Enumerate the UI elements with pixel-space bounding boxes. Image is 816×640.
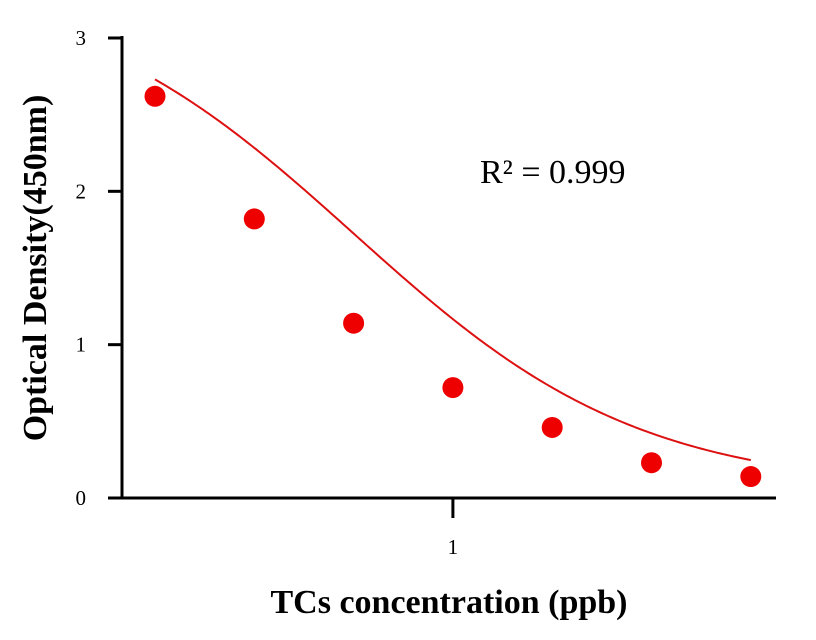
data-point	[541, 416, 563, 438]
data-point	[740, 466, 762, 488]
x-ticks: 1	[448, 498, 459, 559]
data-point	[243, 208, 265, 230]
fit-curve-line	[154, 78, 751, 462]
y-tick-label: 0	[76, 486, 87, 510]
fit-curve-layer	[154, 78, 751, 462]
x-axis-title: TCs concentration (ppb)	[270, 584, 627, 621]
y-tick-label: 3	[76, 26, 87, 50]
axes	[120, 36, 776, 500]
data-points-layer	[144, 85, 762, 488]
data-point	[144, 85, 166, 107]
data-point	[641, 452, 662, 474]
y-tick-label: 1	[76, 333, 87, 357]
x-tick-label: 1	[448, 535, 459, 559]
y-ticks: 0 1 2 3	[76, 26, 122, 510]
r-squared-annotation: R² = 0.999	[480, 154, 626, 191]
data-point	[343, 312, 365, 334]
y-tick-label: 2	[76, 179, 87, 203]
data-point	[442, 377, 464, 399]
y-axis-title: Optical Density(450nm)	[17, 95, 54, 442]
